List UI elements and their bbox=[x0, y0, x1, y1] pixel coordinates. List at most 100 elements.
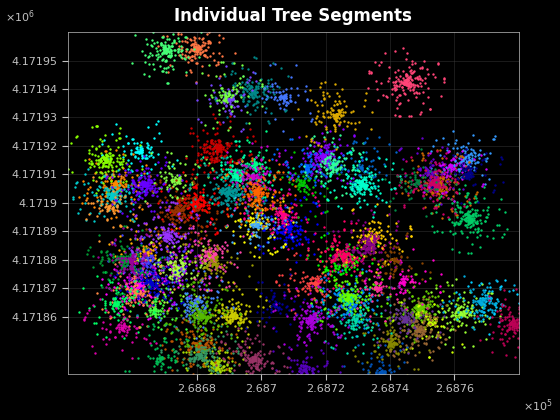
Point bbox=[151, 160, 160, 167]
Point bbox=[355, 150, 364, 157]
Point bbox=[457, 168, 466, 175]
Point bbox=[212, 151, 221, 158]
Point bbox=[221, 223, 230, 230]
Point bbox=[364, 292, 373, 299]
Point bbox=[135, 284, 144, 291]
Point bbox=[331, 346, 340, 353]
Point bbox=[180, 301, 189, 307]
Point bbox=[360, 176, 369, 183]
Point bbox=[197, 354, 206, 360]
Point bbox=[184, 54, 193, 61]
Point bbox=[172, 335, 181, 342]
Point bbox=[323, 155, 332, 161]
Point bbox=[328, 257, 337, 264]
Point bbox=[221, 268, 230, 274]
Point bbox=[391, 86, 400, 93]
Point bbox=[458, 313, 466, 320]
Point bbox=[239, 84, 248, 91]
Point bbox=[113, 167, 122, 174]
Point bbox=[217, 84, 226, 91]
Point bbox=[427, 190, 436, 197]
Point bbox=[256, 193, 265, 199]
Point bbox=[167, 304, 176, 311]
Point bbox=[209, 368, 218, 374]
Point bbox=[127, 258, 136, 265]
Point bbox=[494, 322, 503, 329]
Point bbox=[195, 194, 204, 201]
Point bbox=[411, 303, 420, 310]
Point bbox=[431, 160, 440, 167]
Point bbox=[249, 356, 258, 362]
Point bbox=[447, 299, 456, 306]
Point bbox=[216, 189, 225, 195]
Point bbox=[351, 308, 360, 315]
Point bbox=[133, 311, 142, 318]
Point bbox=[104, 143, 113, 150]
Point bbox=[122, 133, 130, 139]
Point bbox=[110, 299, 119, 306]
Point bbox=[165, 51, 174, 58]
Point bbox=[432, 176, 441, 183]
Point bbox=[231, 348, 240, 355]
Point bbox=[195, 342, 204, 349]
Point bbox=[101, 201, 110, 208]
Point bbox=[435, 182, 444, 189]
Point bbox=[394, 249, 403, 256]
Point bbox=[357, 231, 366, 238]
Point bbox=[192, 293, 200, 299]
Point bbox=[192, 42, 200, 49]
Point bbox=[445, 170, 454, 176]
Point bbox=[372, 278, 381, 285]
Point bbox=[202, 335, 211, 342]
Point bbox=[464, 157, 473, 164]
Point bbox=[123, 285, 132, 291]
Point bbox=[189, 184, 198, 191]
Point bbox=[138, 194, 147, 201]
Point bbox=[205, 356, 214, 363]
Point bbox=[210, 250, 219, 257]
Point bbox=[332, 146, 340, 152]
Point bbox=[204, 315, 213, 321]
Point bbox=[225, 159, 234, 165]
Point bbox=[252, 220, 261, 227]
Point bbox=[480, 155, 489, 162]
Point bbox=[390, 300, 399, 307]
Point bbox=[148, 148, 157, 155]
Point bbox=[234, 306, 243, 312]
Point bbox=[453, 304, 462, 311]
Point bbox=[94, 209, 103, 216]
Point bbox=[238, 291, 247, 298]
Point bbox=[424, 354, 433, 361]
Point bbox=[462, 152, 471, 159]
Point bbox=[213, 363, 222, 370]
Point bbox=[452, 137, 461, 144]
Point bbox=[165, 257, 174, 264]
Point bbox=[294, 240, 303, 247]
Point bbox=[416, 304, 424, 311]
Point bbox=[456, 309, 465, 316]
Point bbox=[302, 370, 311, 377]
Point bbox=[452, 160, 461, 167]
Point bbox=[285, 226, 294, 232]
Point bbox=[132, 312, 141, 318]
Point bbox=[156, 42, 165, 49]
Point bbox=[450, 162, 459, 168]
Point bbox=[353, 185, 362, 192]
Point bbox=[405, 222, 414, 229]
Point bbox=[348, 309, 357, 316]
Point bbox=[183, 282, 192, 289]
Point bbox=[184, 185, 193, 192]
Point bbox=[119, 260, 128, 267]
Point bbox=[466, 157, 475, 164]
Point bbox=[333, 295, 342, 302]
Point bbox=[426, 174, 435, 181]
Point bbox=[479, 289, 488, 296]
Point bbox=[144, 315, 153, 322]
Point bbox=[306, 388, 315, 395]
Point bbox=[264, 239, 273, 246]
Point bbox=[310, 310, 319, 316]
Point bbox=[137, 148, 146, 155]
Point bbox=[386, 332, 395, 339]
Point bbox=[474, 137, 483, 144]
Point bbox=[476, 299, 485, 306]
